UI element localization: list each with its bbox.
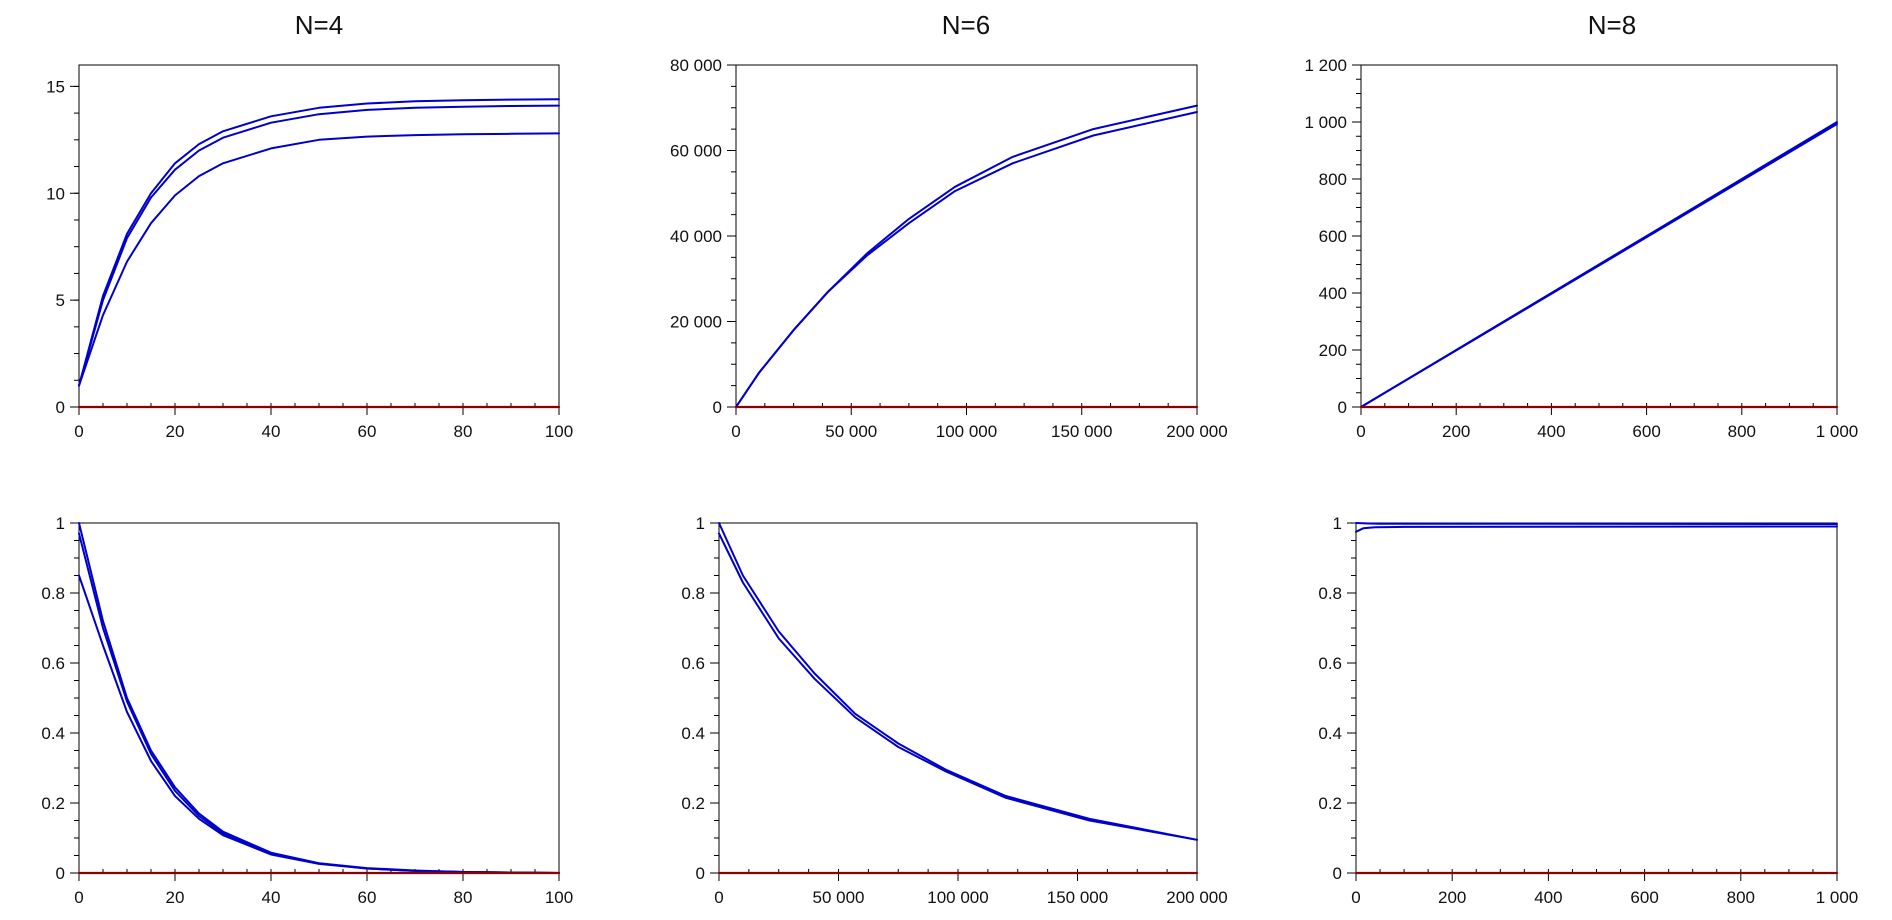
- x-tick-label: 200: [1438, 888, 1466, 907]
- x-tick-label: 100: [545, 422, 573, 441]
- y-tick-label: 200: [1319, 341, 1347, 360]
- plot-5: 0 50 000 100 000 150 000 200 000 0 0.2 0.4 0.6 0.…: [681, 514, 1227, 907]
- x-tick-label: 0: [1356, 422, 1365, 441]
- y-tick-label: 800: [1319, 170, 1347, 189]
- y-tick-label: 0.8: [41, 584, 65, 603]
- series-line-2: [78, 532, 560, 874]
- plot-frame: [78, 522, 560, 874]
- y-tick-label: 0.6: [1318, 654, 1342, 673]
- x-tick-label: 100 000: [936, 422, 997, 441]
- series-line-1: [1355, 522, 1838, 525]
- y-tick-label: 0.2: [1318, 794, 1342, 813]
- x-tick-label: 400: [1537, 422, 1565, 441]
- y-tick-label: 5: [56, 291, 65, 310]
- y-tick-label: 15: [46, 77, 65, 96]
- x-tick-label: 1 000: [1816, 888, 1859, 907]
- x-tick-label: 0: [1351, 888, 1360, 907]
- x-tick-label: 800: [1728, 422, 1756, 441]
- x-tick-label: 50 000: [825, 422, 877, 441]
- x-tick-label: 100: [545, 888, 573, 907]
- y-tick-label: 0: [696, 864, 705, 883]
- y-tick-label: 1: [1333, 514, 1342, 533]
- y-tick-label: 0: [1338, 398, 1347, 417]
- series-line-3: [78, 574, 560, 874]
- y-tick-label: 1 000: [1304, 113, 1347, 132]
- x-tick-label: 150 000: [1047, 888, 1108, 907]
- plot-frame: [1355, 522, 1838, 874]
- y-tick-label: 0: [56, 398, 65, 417]
- y-tick-label: 0.8: [681, 584, 705, 603]
- y-tick-label: 10: [46, 184, 65, 203]
- x-tick-label: 0: [74, 422, 83, 441]
- y-tick-label: 0.6: [41, 654, 65, 673]
- plot-frame: [78, 64, 560, 408]
- title-n4: N=4: [295, 10, 343, 40]
- x-tick-label: 600: [1630, 888, 1658, 907]
- series-line-1: [78, 522, 560, 874]
- y-tick-label: 0.4: [681, 724, 705, 743]
- y-tick-label: 0: [1333, 864, 1342, 883]
- x-tick-label: 40: [262, 422, 281, 441]
- y-tick-label: 0.6: [681, 654, 705, 673]
- y-tick-label: 1: [56, 514, 65, 533]
- x-tick-label: 20: [166, 888, 185, 907]
- y-tick-label: 0.2: [681, 794, 705, 813]
- y-tick-label: 0: [56, 864, 65, 883]
- plot-frame: [735, 64, 1198, 408]
- x-tick-label: 80: [454, 888, 473, 907]
- y-tick-label: 0.4: [41, 724, 65, 743]
- plot-4: 0 20 40 60 80 100 0 0.2 0.4 0.6 0.8 1: [41, 514, 573, 907]
- series-line-1: [718, 522, 1198, 841]
- x-tick-label: 1 000: [1816, 422, 1859, 441]
- x-tick-label: 400: [1534, 888, 1562, 907]
- plot-2: 0 50 000 100 000 150 000 200 000 0 20 000 40 00…: [670, 56, 1228, 441]
- x-tick-label: 50 000: [813, 888, 865, 907]
- x-tick-label: 0: [731, 422, 740, 441]
- y-tick-label: 80 000: [670, 56, 722, 75]
- x-tick-label: 0: [714, 888, 723, 907]
- y-tick-label: 0.4: [1318, 724, 1342, 743]
- x-tick-label: 200 000: [1166, 422, 1227, 441]
- x-tick-label: 100 000: [927, 888, 988, 907]
- x-tick-label: 40: [262, 888, 281, 907]
- y-tick-label: 0: [713, 398, 722, 417]
- x-tick-label: 0: [74, 888, 83, 907]
- y-tick-label: 40 000: [670, 227, 722, 246]
- plot-6: 0 200 400 600 800 1 000 0 0.2 0.4 0.6 0.8 1: [1318, 514, 1858, 907]
- y-tick-label: 1: [696, 514, 705, 533]
- x-tick-label: 80: [454, 422, 473, 441]
- x-tick-label: 150 000: [1051, 422, 1112, 441]
- y-tick-label: 60 000: [670, 142, 722, 161]
- x-tick-label: 600: [1632, 422, 1660, 441]
- y-tick-label: 20 000: [670, 313, 722, 332]
- series-line-2: [735, 111, 1198, 408]
- plot-frame: [1360, 64, 1838, 408]
- series-line-2: [1355, 525, 1838, 533]
- y-tick-label: 600: [1319, 227, 1347, 246]
- x-tick-label: 60: [358, 888, 377, 907]
- plot-1: 0 20 40 60 80 100 0 5 10 15: [46, 64, 573, 441]
- title-n8: N=8: [1588, 10, 1636, 40]
- x-tick-label: 60: [358, 422, 377, 441]
- title-n6: N=6: [942, 10, 990, 40]
- x-tick-label: 800: [1727, 888, 1755, 907]
- y-tick-label: 400: [1319, 284, 1347, 303]
- series-line-1: [78, 98, 560, 387]
- y-tick-label: 0.8: [1318, 584, 1342, 603]
- plot-frame: [718, 522, 1198, 874]
- series-line-2: [78, 104, 560, 387]
- plot-3: 0 200 400 600 800 1 000 0 200 400 600 800 1 000 1 20…: [1304, 56, 1858, 441]
- x-tick-label: 200 000: [1166, 888, 1227, 907]
- series-line-2: [1360, 123, 1838, 408]
- series-line-3: [78, 132, 560, 387]
- y-tick-label: 1 200: [1304, 56, 1347, 75]
- series-line-2: [718, 532, 1198, 841]
- x-tick-label: 20: [166, 422, 185, 441]
- x-tick-label: 200: [1442, 422, 1470, 441]
- y-tick-label: 0.2: [41, 794, 65, 813]
- series-line-1: [735, 104, 1198, 408]
